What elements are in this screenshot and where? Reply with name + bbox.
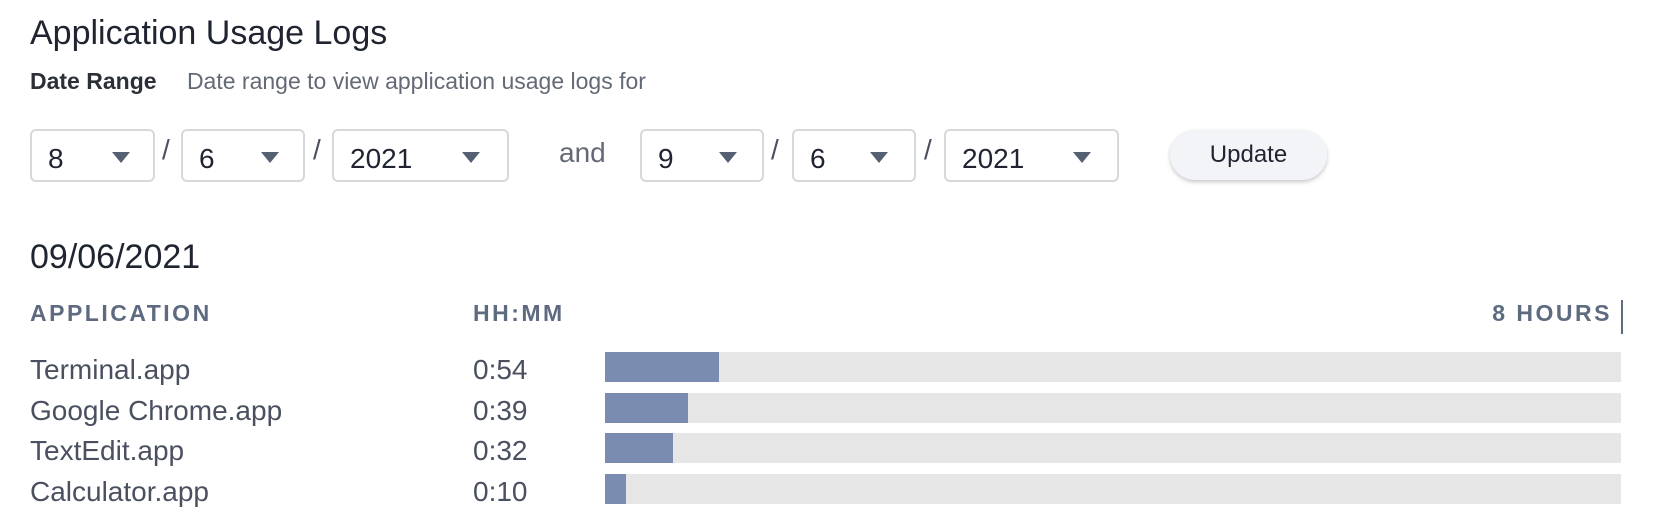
date-separator: / [162,134,170,165]
end-day-value: 6 [810,143,826,174]
start-year-select[interactable]: 2021 [332,129,509,182]
column-header-duration: HH:MM [473,300,565,326]
update-button[interactable]: Update [1170,130,1327,180]
end-month-value: 9 [658,143,674,174]
start-day-value: 6 [199,143,215,174]
usage-bar-fill [605,474,627,504]
column-header-scale: 8 HOURS [1492,300,1612,326]
date-separator: / [771,134,779,165]
usage-bar-track [605,433,1621,463]
usage-row: TextEdit.app 0:32 [0,431,1658,471]
usage-bar-track [605,474,1621,504]
range-joiner: and [559,137,606,168]
usage-duration: 0:39 [473,395,528,426]
chevron-down-icon [870,152,888,163]
start-day-select[interactable]: 6 [181,129,305,182]
usage-bar-track [605,352,1621,382]
end-month-select[interactable]: 9 [640,129,764,182]
date-separator: / [313,134,321,165]
end-year-value: 2021 [962,143,1025,174]
log-date-heading: 09/06/2021 [30,238,201,276]
date-range-label: Date Range [30,68,157,94]
chevron-down-icon [261,152,279,163]
date-range-description: Date range to view application usage log… [186,68,646,94]
column-header-application: APPLICATION [30,300,212,326]
chevron-down-icon [462,152,480,163]
page-title: Application Usage Logs [30,14,388,52]
usage-bar-track [605,393,1621,423]
start-month-value: 8 [48,143,64,174]
usage-row: Terminal.app 0:54 [0,350,1658,390]
chevron-down-icon [719,152,737,163]
usage-duration: 0:10 [473,476,528,507]
end-day-select[interactable]: 6 [792,129,916,182]
chevron-down-icon [1073,152,1091,163]
usage-bar-fill [605,433,673,463]
usage-app-name: Calculator.app [30,476,210,507]
start-year-value: 2021 [350,143,413,174]
chevron-down-icon [112,152,130,163]
start-month-select[interactable]: 8 [30,129,155,182]
date-range-header: Date Range Date range to view applicatio… [30,68,646,95]
usage-row: Google Chrome.app 0:39 [0,391,1658,431]
usage-row: Calculator.app 0:10 [0,472,1658,512]
usage-app-name: Google Chrome.app [30,395,283,426]
end-year-select[interactable]: 2021 [944,129,1119,182]
usage-app-name: Terminal.app [30,354,191,385]
usage-duration: 0:54 [473,354,528,385]
usage-app-name: TextEdit.app [30,435,185,466]
usage-bar-fill [605,352,720,382]
date-separator: / [924,134,932,165]
usage-duration: 0:32 [473,435,528,466]
scale-marker [1621,300,1623,334]
usage-bar-fill [605,393,688,423]
